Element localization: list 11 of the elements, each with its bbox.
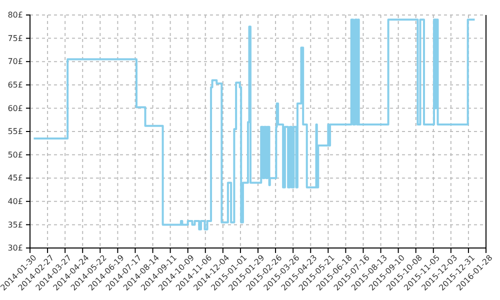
y-tick-label: 75£ — [8, 34, 23, 43]
y-tick-label: 35£ — [8, 220, 23, 230]
y-tick-label: 30£ — [8, 244, 23, 253]
y-tick-label: 55£ — [8, 127, 23, 136]
y-tick-label: 40£ — [8, 196, 23, 206]
y-tick-label: 80£ — [8, 10, 23, 20]
y-tick-label: 70£ — [8, 57, 23, 66]
y-tick-label: 50£ — [8, 150, 23, 160]
y-tick-label: 45£ — [8, 174, 23, 183]
y-tick-label: 65£ — [8, 80, 23, 90]
y-tick-label: 60£ — [8, 104, 23, 113]
